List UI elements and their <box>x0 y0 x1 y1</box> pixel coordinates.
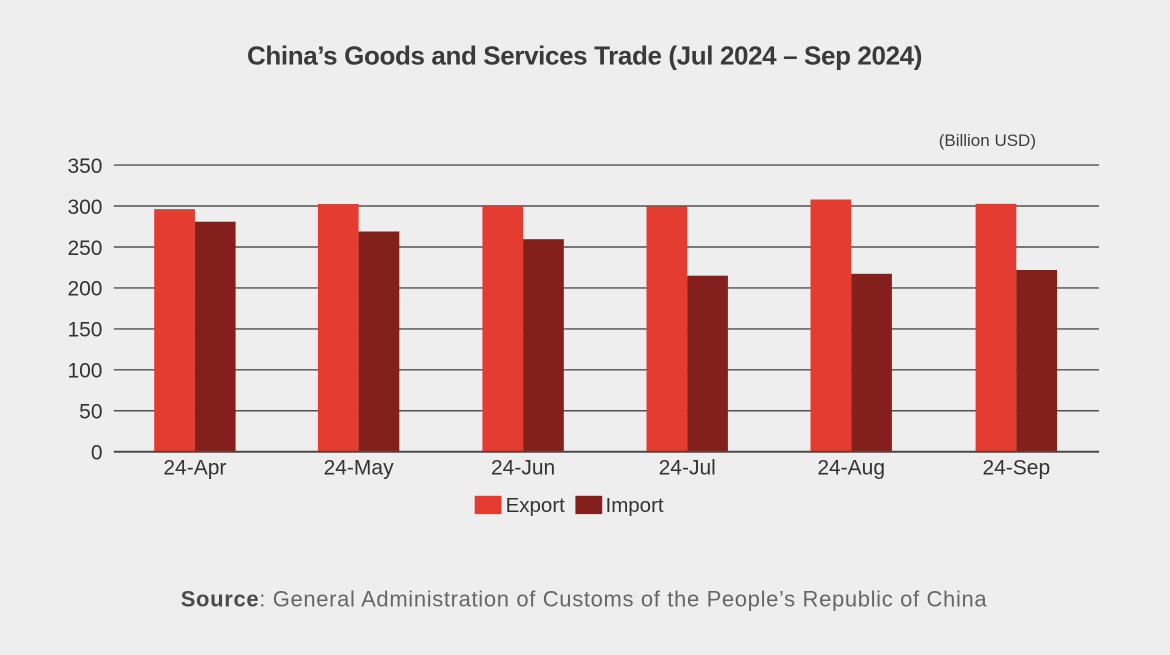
svg-text:0: 0 <box>91 442 103 465</box>
svg-text:24-Sep: 24-Sep <box>982 456 1050 479</box>
svg-text:24-May: 24-May <box>324 456 395 479</box>
svg-text:24-Jul: 24-Jul <box>659 456 716 479</box>
svg-text:(Billion USD): (Billion USD) <box>939 131 1036 150</box>
svg-text:350: 350 <box>67 155 102 178</box>
svg-text:150: 150 <box>67 319 102 342</box>
svg-text:24-Aug: 24-Aug <box>817 456 885 479</box>
svg-text:200: 200 <box>67 278 102 301</box>
svg-text:300: 300 <box>67 196 102 219</box>
svg-text:50: 50 <box>79 401 102 424</box>
svg-text:250: 250 <box>67 237 102 260</box>
svg-text:24-Jun: 24-Jun <box>491 456 555 479</box>
svg-text:Export: Export <box>506 494 566 517</box>
svg-text:100: 100 <box>67 360 102 383</box>
svg-text:Import: Import <box>606 494 664 517</box>
svg-text:China’s Goods and Services Tra: China’s Goods and Services Trade (Jul 20… <box>247 41 922 71</box>
svg-text:24-Apr: 24-Apr <box>163 456 226 479</box>
svg-text:Source: General Administration: Source: General Administration of Custom… <box>181 586 988 611</box>
